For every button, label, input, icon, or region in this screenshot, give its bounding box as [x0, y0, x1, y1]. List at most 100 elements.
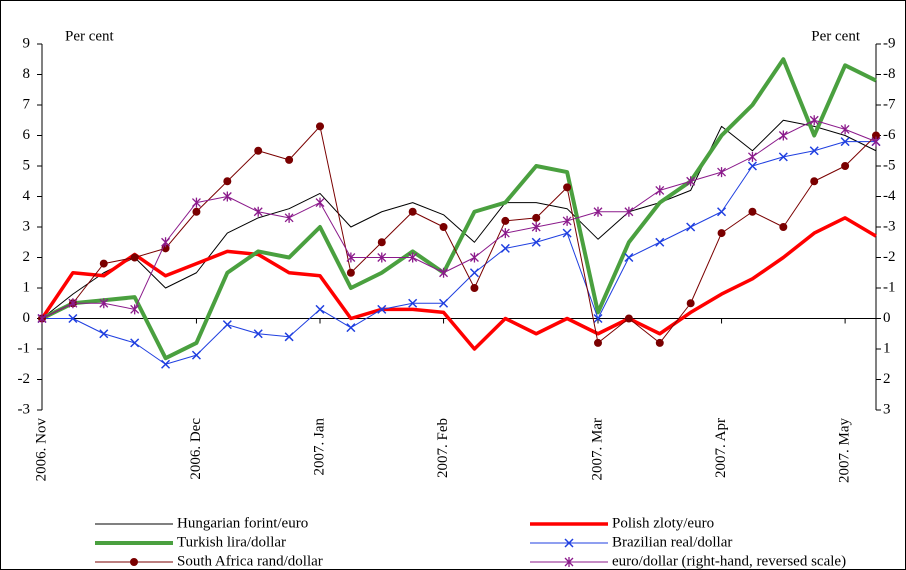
marker: [315, 197, 325, 208]
legend-item: Brazilian real/dollar: [530, 534, 732, 550]
marker: [377, 238, 386, 247]
marker: [717, 229, 726, 238]
marker: [841, 162, 850, 170]
marker: [316, 122, 324, 131]
marker: [191, 350, 201, 360]
y-tick-label: 0: [23, 310, 31, 326]
marker: [377, 252, 387, 263]
legend-item: South Africa rand/dollar: [95, 553, 323, 569]
y2-tick-label: -4: [883, 188, 896, 204]
marker: [778, 130, 788, 141]
marker: [500, 243, 510, 253]
marker: [469, 252, 479, 263]
series: [37, 137, 881, 369]
x-tick-label: 2007. May: [837, 418, 853, 483]
marker: [531, 222, 541, 232]
marker: [686, 222, 696, 232]
legend-label: South Africa rand/dollar: [177, 553, 323, 569]
y2-tick-label: -7: [883, 96, 896, 112]
series-line: [40, 216, 877, 351]
marker: [191, 197, 201, 208]
marker: [840, 124, 850, 135]
marker: [655, 237, 665, 247]
marker: [840, 137, 850, 147]
marker: [562, 228, 572, 238]
marker: [748, 207, 757, 216]
marker: [192, 207, 201, 216]
legend-item: Hungarian forint/euro: [95, 515, 308, 531]
marker: [686, 176, 696, 187]
marker: [624, 314, 633, 323]
legend-label: Polish zloty/euro: [612, 515, 714, 531]
marker: [99, 259, 108, 268]
y-tick-label: 5: [23, 157, 31, 173]
y2-tick-label: -5: [883, 157, 896, 173]
y2-tick-label: -3: [883, 218, 896, 234]
marker: [130, 338, 140, 348]
y2-tick-label: -9: [883, 35, 896, 51]
y2-tick-label: 2: [883, 371, 891, 387]
y-tick-label: 9: [23, 35, 31, 51]
marker: [564, 538, 574, 548]
y-tick-label: 1: [23, 279, 31, 295]
y-axis-label: Per cent: [65, 28, 115, 44]
marker: [563, 183, 572, 192]
legend-item: euro/dollar (right-hand, reversed scale): [530, 553, 846, 569]
y2-axis-label: Per cent: [811, 28, 861, 44]
marker: [130, 558, 138, 566]
y2-tick-label: -1: [883, 279, 896, 295]
marker: [346, 268, 355, 277]
marker: [778, 152, 788, 162]
marker: [130, 253, 139, 262]
series: [37, 115, 881, 324]
marker: [624, 206, 634, 217]
series-line: [41, 119, 877, 319]
marker: [253, 329, 263, 339]
legend-item: Turkish lira/dollar: [95, 534, 286, 550]
y-tick-label: -2: [18, 371, 31, 387]
series-line: [42, 141, 876, 365]
y-tick-label: -1: [18, 340, 31, 356]
marker: [717, 167, 727, 178]
marker: [439, 298, 449, 308]
marker: [532, 213, 541, 222]
y2-tick-label: 3: [883, 401, 891, 417]
marker: [500, 228, 510, 239]
marker: [810, 177, 819, 186]
marker: [655, 338, 664, 347]
legend-label: Hungarian forint/euro: [177, 515, 308, 531]
legend-item: Polish zloty/euro: [530, 515, 714, 531]
x-tick-label: 2006. Dec: [188, 418, 204, 480]
marker: [161, 237, 171, 248]
marker: [37, 313, 47, 324]
series: [40, 216, 877, 351]
marker: [130, 304, 140, 315]
marker: [747, 161, 757, 171]
marker: [747, 151, 757, 162]
legend-label: Turkish lira/dollar: [177, 534, 286, 550]
marker: [285, 155, 294, 164]
marker: [253, 206, 263, 217]
x-tick-label: 2007. Apr: [713, 418, 729, 478]
y-tick-label: 2: [23, 249, 31, 265]
marker: [284, 212, 294, 223]
series: [41, 57, 877, 361]
marker: [68, 313, 78, 324]
marker: [222, 320, 232, 330]
y2-tick-label: -6: [883, 127, 896, 143]
legend-label: Brazilian real/dollar: [612, 534, 732, 550]
marker: [439, 267, 449, 278]
y2-tick-label: -8: [883, 66, 896, 82]
marker: [593, 206, 603, 217]
y2-tick-label: 0: [883, 310, 891, 326]
x-tick-label: 2007. Feb: [435, 418, 451, 478]
marker: [254, 146, 263, 155]
marker: [470, 284, 479, 292]
marker: [315, 304, 325, 314]
y-tick-label: 8: [23, 66, 31, 82]
x-tick-label: 2006. Nov: [33, 418, 49, 482]
y-tick-label: 3: [23, 218, 31, 234]
marker: [223, 177, 232, 186]
marker: [809, 146, 819, 156]
